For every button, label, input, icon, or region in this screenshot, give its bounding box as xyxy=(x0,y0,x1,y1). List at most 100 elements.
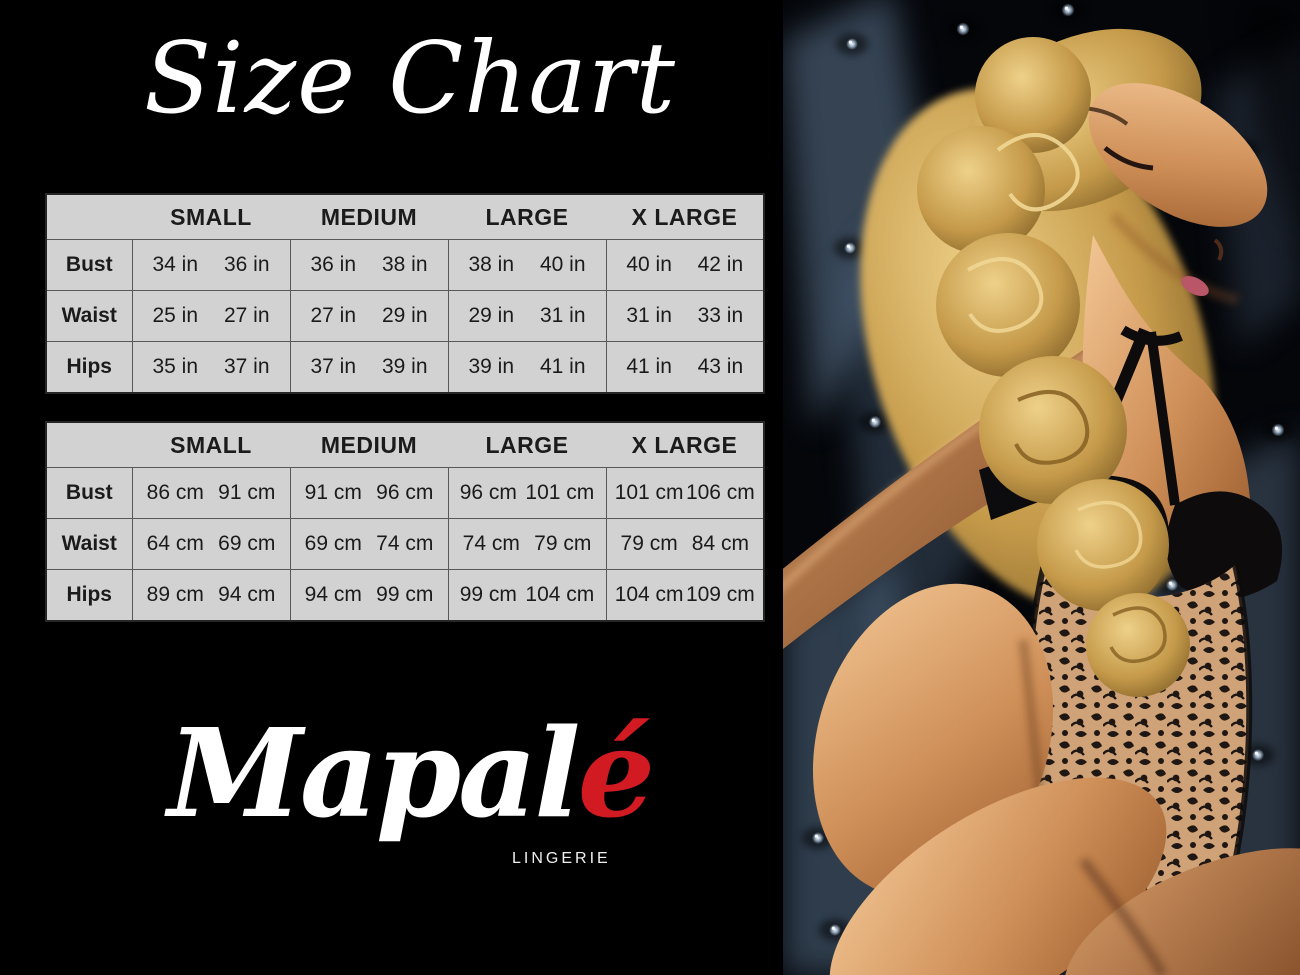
size-value: 84 cm xyxy=(691,532,749,555)
size-value: 38 in xyxy=(468,253,515,276)
size-range-cell: 94 cm 99 cm xyxy=(289,569,448,621)
size-column-header: SMALL xyxy=(132,194,290,240)
size-value: 74 cm xyxy=(462,532,520,555)
size-range-cell: 74 cm 79 cm xyxy=(447,518,606,570)
size-value: 29 in xyxy=(381,304,428,327)
size-column-header: SMALL xyxy=(132,422,290,468)
size-range-cell: 27 in 29 in xyxy=(289,290,448,342)
model-figure xyxy=(783,28,1300,975)
table-corner-cell xyxy=(46,194,132,240)
size-range-cell: 64 cm 69 cm xyxy=(131,518,290,570)
size-range-cell: 36 in 38 in xyxy=(289,239,448,291)
size-value: 40 in xyxy=(626,253,672,276)
size-value: 41 in xyxy=(626,355,672,378)
size-range-cell: 96 cm 101 cm xyxy=(447,467,606,519)
brand-wordmark-main: Mapal xyxy=(167,701,581,845)
size-range-cell: 41 in 43 in xyxy=(605,341,764,393)
size-value: 94 cm xyxy=(218,583,276,606)
size-value: 86 cm xyxy=(146,481,204,504)
size-range-cell: 39 in 41 in xyxy=(447,341,606,393)
measure-row: Waist 64 cm 69 cm 69 cm 74 cm 74 cm 79 cm 79 cm… xyxy=(46,518,764,570)
size-value: 37 in xyxy=(310,355,357,378)
size-value: 27 in xyxy=(223,304,270,327)
size-table-inches: SMALL MEDIUM LARGE X LARGE Bust 34 in 36 in 36 … xyxy=(45,193,765,394)
size-column-header: X LARGE xyxy=(606,422,764,468)
brand-wordmark: Mapalé xyxy=(167,701,655,845)
size-range-cell: 34 in 36 in xyxy=(131,239,290,291)
size-column-header: LARGE xyxy=(448,422,606,468)
size-value: 89 cm xyxy=(146,583,204,606)
size-value: 36 in xyxy=(310,253,357,276)
size-range-cell: 91 cm 96 cm xyxy=(289,467,448,519)
size-range-cell: 89 cm 94 cm xyxy=(131,569,290,621)
size-column-header: LARGE xyxy=(448,194,606,240)
size-value: 91 cm xyxy=(218,481,276,504)
measure-row: Bust 86 cm 91 cm 91 cm 96 cm 96 cm 101 cm 101 c… xyxy=(46,467,764,519)
size-value: 29 in xyxy=(468,304,515,327)
size-value: 64 cm xyxy=(146,532,204,555)
size-value: 42 in xyxy=(697,253,744,276)
measure-row: Waist 25 in 27 in 27 in 29 in 29 in 31 in 31 in… xyxy=(46,290,764,342)
model-hair-curls xyxy=(917,37,1190,697)
brand-logo: Mapalé LINGERIE xyxy=(20,706,800,896)
size-value: 33 in xyxy=(697,304,744,327)
size-value: 94 cm xyxy=(304,583,362,606)
size-value: 38 in xyxy=(381,253,428,276)
size-value: 99 cm xyxy=(459,583,517,606)
size-value: 37 in xyxy=(223,355,270,378)
model-photo xyxy=(783,0,1300,975)
measure-label: Waist xyxy=(46,518,132,570)
size-range-cell: 104 cm 109 cm xyxy=(605,569,764,621)
size-range-cell: 29 in 31 in xyxy=(447,290,606,342)
size-table-centimeters: SMALL MEDIUM LARGE X LARGE Bust 86 cm 91 cm 91 … xyxy=(45,421,765,622)
size-range-cell: 37 in 39 in xyxy=(289,341,448,393)
model-face xyxy=(1082,83,1268,305)
page-title: Size Chart xyxy=(143,22,676,136)
size-column-header: MEDIUM xyxy=(290,422,448,468)
size-range-cell: 86 cm 91 cm xyxy=(131,467,290,519)
upholstery-buttons xyxy=(802,0,1294,941)
size-value: 101 cm xyxy=(525,481,595,504)
measure-row: Bust 34 in 36 in 36 in 38 in 38 in 40 in 40 in 4… xyxy=(46,239,764,291)
size-value: 109 cm xyxy=(685,583,755,606)
size-value: 34 in xyxy=(152,253,199,276)
size-value: 39 in xyxy=(468,355,515,378)
size-value: 79 cm xyxy=(620,532,678,555)
size-range-cell: 69 cm 74 cm xyxy=(289,518,448,570)
size-range-cell: 25 in 27 in xyxy=(131,290,290,342)
size-range-cell: 35 in 37 in xyxy=(131,341,290,393)
size-value: 91 cm xyxy=(304,481,362,504)
size-range-cell: 79 cm 84 cm xyxy=(605,518,764,570)
size-range-cell: 38 in 40 in xyxy=(447,239,606,291)
size-range-cell: 31 in 33 in xyxy=(605,290,764,342)
lips xyxy=(1181,276,1209,296)
table-corner-cell xyxy=(46,422,132,468)
measure-label: Bust xyxy=(65,481,113,504)
size-column-header: MEDIUM xyxy=(290,194,448,240)
size-value: 101 cm xyxy=(614,481,684,504)
size-value: 99 cm xyxy=(376,583,434,606)
size-value: 106 cm xyxy=(685,481,755,504)
measure-row: Hips 89 cm 94 cm 94 cm 99 cm 99 cm 104 cm 104 c… xyxy=(46,569,764,621)
eyelashes xyxy=(1103,146,1154,171)
size-value: 31 in xyxy=(539,304,586,327)
measure-label: Hips xyxy=(46,569,132,621)
measure-label: Hips xyxy=(46,341,132,393)
size-value: 36 in xyxy=(223,253,270,276)
size-range-cell: 101 cm 106 cm xyxy=(605,467,764,519)
size-header-row: SMALL MEDIUM LARGE X LARGE xyxy=(46,194,764,240)
size-header-row: SMALL MEDIUM LARGE X LARGE xyxy=(46,422,764,468)
size-value: 41 in xyxy=(539,355,586,378)
size-value: 31 in xyxy=(626,304,672,327)
measure-label: Bust xyxy=(65,253,113,276)
size-range-cell: 40 in 42 in xyxy=(605,239,764,291)
size-value: 39 in xyxy=(381,355,428,378)
size-value: 69 cm xyxy=(218,532,276,555)
size-range-cell: 99 cm 104 cm xyxy=(447,569,606,621)
size-value: 40 in xyxy=(539,253,586,276)
size-value: 96 cm xyxy=(459,481,517,504)
size-column-header: X LARGE xyxy=(606,194,764,240)
size-value: 27 in xyxy=(310,304,357,327)
size-value: 43 in xyxy=(697,355,744,378)
